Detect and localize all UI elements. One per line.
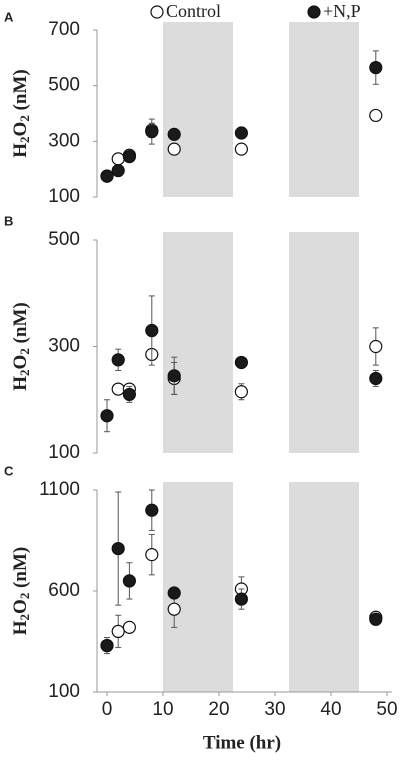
y-tick-label: 600 [48,580,80,601]
point [167,369,181,383]
y-tick-label: 500 [48,229,80,250]
x-tick-label: 50 [376,699,397,720]
point [234,126,248,140]
y-tick-label: 300 [48,336,80,357]
point [145,124,159,139]
x-tick-label: 30 [264,699,285,720]
point [369,60,383,75]
point [369,371,383,386]
point [234,355,248,370]
y-tick-label: 700 [48,19,80,40]
y-tick-label: 100 [48,442,80,463]
y-tick-label: 100 [48,681,80,702]
legend-marker [307,5,321,19]
point [111,163,125,178]
shaded-period [163,232,233,453]
y-tick-label: 100 [48,186,80,207]
point [145,548,159,562]
point [100,638,114,653]
point [122,387,136,402]
point [369,108,383,123]
point [145,503,159,517]
y-axis-label: H2O2 (nM) [10,547,32,635]
point [369,339,383,354]
point [167,602,181,616]
panel-label: A [4,9,14,24]
point [122,620,136,634]
point [111,541,125,556]
point [167,586,181,600]
shaded-period [289,482,359,692]
legend-label: Control [166,1,221,21]
point [234,385,248,399]
point [234,142,248,156]
legend-label: +N,P [323,1,361,21]
point [122,150,136,164]
x-tick-label: 0 [102,699,113,720]
y-axis-label: H2O2 (nM) [10,69,32,157]
point [145,323,159,338]
point [111,152,125,166]
point [111,624,125,639]
shaded-period [289,232,359,453]
point [167,127,181,141]
point [167,142,181,156]
x-tick-label: 10 [152,699,173,720]
point [111,382,125,396]
shaded-period [163,22,233,197]
point [111,353,125,367]
panel-label: C [4,463,14,478]
y-tick-label: 300 [48,130,80,151]
legend-marker [150,5,164,19]
point [100,409,114,423]
x-tick-label: 20 [208,699,229,720]
point [234,592,248,606]
x-axis-label: Time (hr) [203,732,281,753]
point [100,169,114,183]
point [369,612,383,626]
y-tick-label: 1100 [39,479,80,500]
x-tick-label: 40 [320,699,341,720]
shaded-period [289,22,359,197]
y-tick-label: 500 [48,75,80,96]
y-axis-label: H2O2 (nM) [10,302,32,390]
panel-label: B [4,213,13,228]
point [122,574,136,588]
